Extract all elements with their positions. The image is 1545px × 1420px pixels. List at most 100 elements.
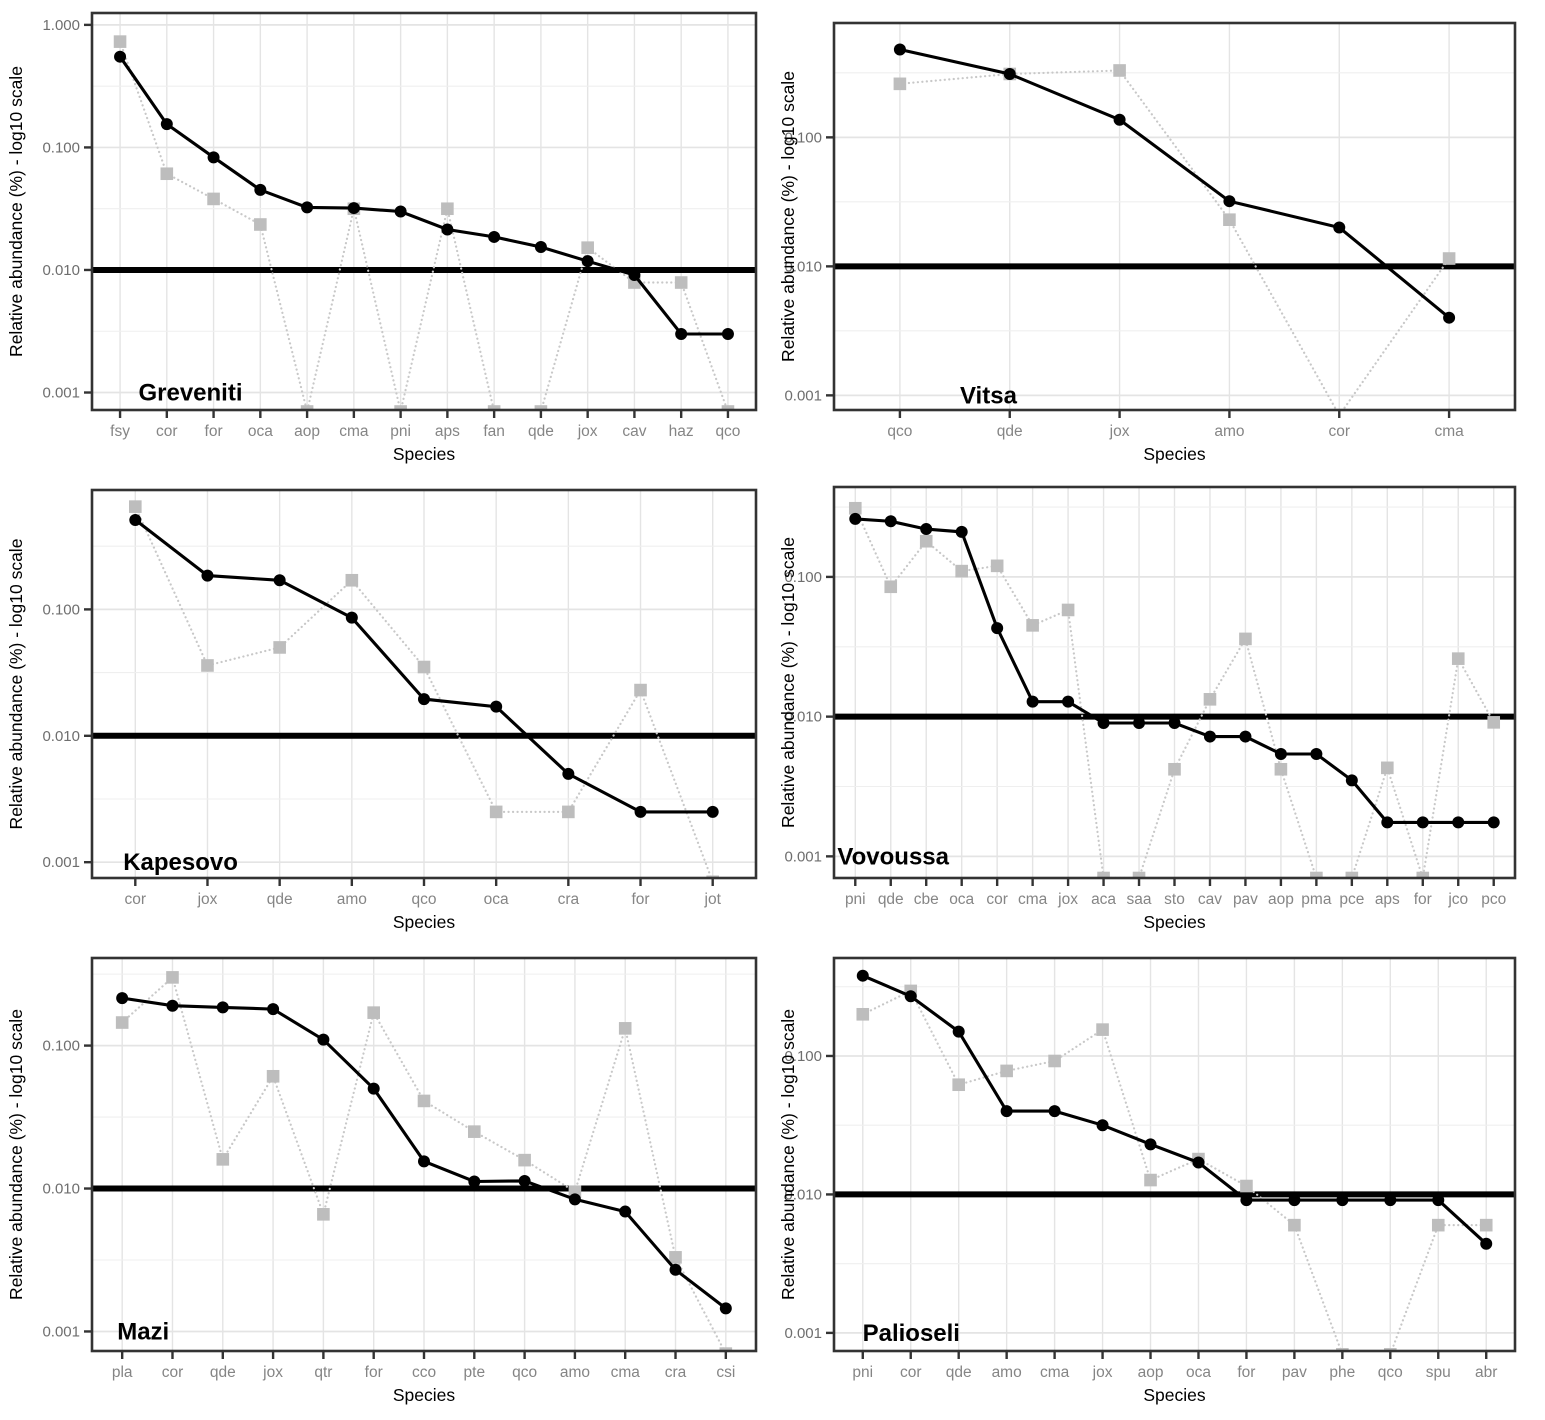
point-circle-cav (1203, 730, 1216, 743)
x-axis-title: Species (393, 912, 456, 932)
y-tick-label: 0.100 (42, 1038, 80, 1055)
y-axis: 0.100 0.010 0.001 (784, 1048, 834, 1342)
point-square-for (207, 192, 220, 206)
point-square-phe (1336, 1348, 1349, 1351)
point-square-sto (1168, 762, 1181, 776)
x-tick-label: for (1414, 891, 1432, 908)
point-circle-fan (488, 230, 501, 243)
chart-vitsa: 0.100 0.010 0.001 qco qde jox amo cor cma Species… (778, 21, 1517, 464)
y-axis-title: Relative abundance (%) - log10 scale (778, 1009, 798, 1300)
point-circle-aca (1097, 717, 1110, 730)
x-tick-label: aps (1375, 891, 1400, 908)
point-circle-cor (991, 622, 1004, 635)
y-tick-label: 0.010 (42, 1181, 80, 1198)
x-tick-label: qde (267, 891, 293, 908)
point-square-csi (719, 1347, 733, 1351)
point-circle-oca (1192, 1156, 1205, 1169)
point-square-cra (562, 805, 575, 819)
x-tick-label: cma (1040, 1364, 1070, 1381)
x-tick-label: cra (665, 1364, 687, 1381)
panel-border (832, 21, 1517, 412)
panel-palioseli: 0.100 0.010 0.001 pni cor qde amo cma jox aop oca f… (772, 945, 1545, 1420)
series-dotted-line (119, 40, 729, 410)
point-circle-pla (116, 992, 129, 1005)
point-square-oca (489, 805, 503, 819)
point-circle-jox (1062, 695, 1075, 708)
x-tick-label: jox (1109, 423, 1130, 440)
point-square-cor (160, 167, 174, 181)
point-circle-cma (347, 202, 360, 215)
series-layer (115, 971, 733, 1351)
point-circle-cor (160, 118, 173, 131)
x-tick-label: aop (1268, 891, 1294, 908)
series-solid-circles (893, 43, 1456, 324)
x-tick-label: qco (512, 1364, 537, 1381)
series-solid-circles (849, 512, 1500, 829)
point-circle-qtr (317, 1033, 330, 1046)
point-square-cco (417, 1094, 431, 1108)
y-tick-label: 0.100 (42, 139, 80, 156)
point-square-saa (1132, 871, 1146, 878)
x-tick-label: aps (435, 423, 460, 440)
point-square-jox (581, 241, 594, 254)
point-square-for (367, 1006, 380, 1019)
point-square-amo (345, 573, 359, 587)
point-square-fsy (113, 35, 127, 48)
point-square-cma (1442, 252, 1456, 265)
x-tick-label: aop (294, 423, 320, 440)
point-square-aop (1274, 762, 1288, 776)
point-square-pav (1288, 1218, 1301, 1232)
y-tick-label: 1.000 (42, 17, 80, 34)
point-square-cma (618, 1022, 632, 1035)
x-tick-label: qde (528, 423, 554, 440)
point-circle-abr (1480, 1237, 1493, 1250)
x-tick-label: pni (845, 891, 866, 908)
series-layer (129, 500, 719, 878)
x-tick-label: aop (1138, 1364, 1164, 1381)
y-tick-label: 0.010 (42, 262, 80, 279)
point-circle-qde (273, 574, 286, 587)
point-square-jox (1113, 64, 1126, 77)
x-tick-label: cor (986, 891, 1008, 908)
x-tick-label: jox (197, 891, 218, 908)
point-square-qco (417, 660, 431, 674)
point-circle-cor (129, 513, 142, 526)
panel-border (832, 956, 1517, 1353)
point-circle-aps (1381, 816, 1394, 829)
x-tick-label: oca (248, 423, 273, 440)
point-circle-cma (1443, 311, 1456, 324)
x-tick-label: pce (1339, 891, 1364, 908)
x-axis-title: Species (1143, 444, 1206, 464)
vertical-gridlines (899, 23, 1450, 410)
point-square-for (1416, 871, 1430, 878)
point-square-pco (1487, 716, 1501, 729)
point-square-cma (1048, 1054, 1061, 1068)
y-axis: 0.100 0.010 0.001 (784, 569, 834, 865)
x-tick-label: for (365, 1364, 383, 1381)
x-tick-label: cma (339, 423, 369, 440)
point-circle-aps (441, 223, 454, 236)
point-square-jox (266, 1069, 280, 1083)
point-square-cav (1203, 693, 1217, 706)
y-tick-label: 0.100 (784, 1048, 822, 1065)
point-circle-jox (201, 569, 214, 582)
y-tick-label: 0.100 (784, 569, 822, 586)
x-axis-title: Species (393, 1385, 456, 1405)
x-tick-label: cor (162, 1364, 184, 1381)
point-square-cor (166, 971, 179, 984)
x-tick-label: abr (1475, 1364, 1497, 1381)
panel-name-label: Vovoussa (837, 843, 949, 870)
point-square-aps (1381, 761, 1394, 775)
y-axis-title: Relative abundance (%) - log10 scale (778, 71, 798, 362)
point-square-pce (1345, 871, 1359, 878)
point-circle-cor (904, 990, 917, 1003)
y-axis-title: Relative abundance (%) - log10 scale (778, 537, 798, 828)
point-square-aop (300, 405, 314, 410)
x-tick-label: qtr (314, 1364, 332, 1381)
x-tick-label: spu (1426, 1364, 1451, 1381)
series-solid-line (118, 55, 728, 336)
x-tick-label: pav (1282, 1364, 1307, 1381)
y-axis-title: Relative abundance (%) - log10 scale (6, 66, 26, 357)
